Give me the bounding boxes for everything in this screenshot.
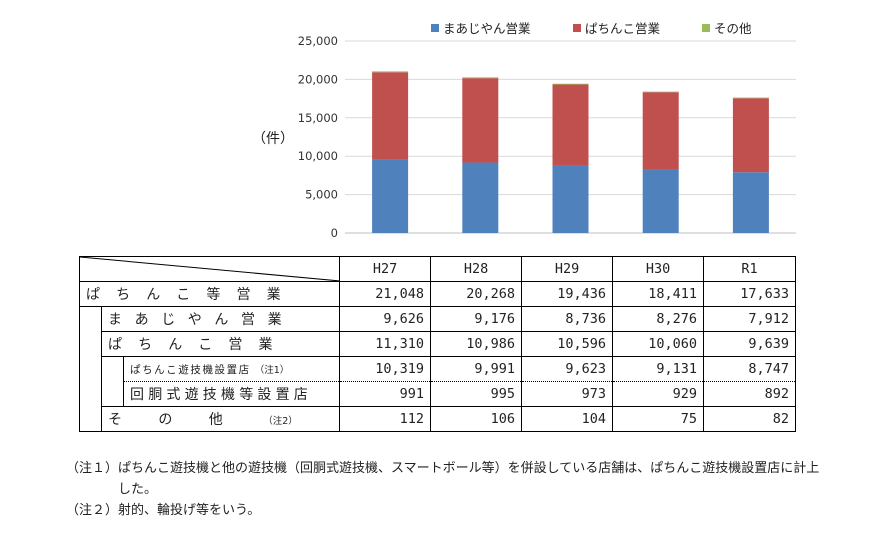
y-axis-label: （件） bbox=[252, 131, 294, 147]
table-cell: 9,639 bbox=[703, 331, 797, 357]
diagonal-header-cell bbox=[78, 256, 341, 282]
row-label-total: ぱちんこ等営業 bbox=[78, 281, 341, 307]
bars bbox=[372, 71, 769, 233]
footnote-1: （注１） ぱちんこ遊技機と他の遊技機（回胴式遊技機、スマートボール等）を併設して… bbox=[66, 458, 826, 500]
table-cell: 21,048 bbox=[339, 281, 432, 307]
bar-segment bbox=[372, 159, 409, 233]
table-row-mahjong: まあじやん営業 9,626 9,176 8,736 8,276 7,912 bbox=[79, 306, 797, 432]
table-cell: 8,276 bbox=[612, 306, 705, 332]
table-cell: 18,411 bbox=[612, 281, 705, 307]
bar-segment bbox=[552, 165, 589, 233]
y-axis-ticks: 0 5,000 10,000 15,000 20,000 25,000 bbox=[298, 34, 338, 240]
bar-segment bbox=[552, 84, 589, 166]
table-cell: 11,310 bbox=[339, 331, 432, 357]
table-cell: 892 bbox=[703, 381, 797, 407]
stacked-bar-chart: 0 5,000 10,000 15,000 20,000 25,000 まあじやん営業 ぱち… bbox=[252, 21, 796, 240]
table-cell: 10,319 bbox=[339, 356, 432, 382]
indent-cell bbox=[79, 306, 102, 432]
legend-label: その他 bbox=[714, 21, 752, 36]
bar-segment bbox=[462, 162, 499, 233]
table-cell: 9,623 bbox=[521, 356, 614, 382]
y-tick-label: 25,000 bbox=[298, 34, 338, 48]
legend-swatch bbox=[702, 24, 710, 32]
table-cell: 8,736 bbox=[521, 306, 614, 332]
table-cell: 9,131 bbox=[612, 356, 705, 382]
footnote-label: （注１） bbox=[66, 461, 119, 476]
legend-label: まあじやん営業 bbox=[443, 21, 531, 36]
table-cell: 17,633 bbox=[703, 281, 797, 307]
bar-segment bbox=[642, 91, 679, 93]
bar-segment bbox=[372, 72, 409, 160]
year-header: H27 bbox=[339, 256, 432, 282]
bar-segment bbox=[462, 78, 499, 163]
footnote-2: （注２） 射的、輪投げ等をいう。 bbox=[66, 500, 826, 521]
legend-swatch bbox=[573, 24, 581, 32]
table-cell: 10,596 bbox=[521, 331, 614, 357]
y-tick-label: 0 bbox=[331, 226, 338, 240]
indent-cell bbox=[101, 356, 124, 407]
table-cell: 973 bbox=[521, 381, 614, 407]
bar-segment bbox=[732, 98, 769, 173]
row-label-mahjong: まあじやん営業 bbox=[100, 306, 341, 332]
year-header: H30 bbox=[612, 256, 705, 282]
table-cell: 112 bbox=[339, 406, 432, 432]
legend-swatch bbox=[431, 24, 439, 32]
y-tick-label: 5,000 bbox=[305, 188, 338, 202]
statistics-table: H27 H28 H29 H30 R1 ぱちんこ等営業 21,048 20,268… bbox=[78, 256, 797, 432]
table-cell: 9,626 bbox=[339, 306, 432, 332]
table-cell: 10,060 bbox=[612, 331, 705, 357]
table-cell: 7,912 bbox=[703, 306, 797, 332]
bar-segment bbox=[732, 172, 769, 233]
year-header: H29 bbox=[521, 256, 614, 282]
table-row-total: ぱちんこ等営業 21,048 20,268 19,436 18,411 17,6… bbox=[78, 281, 797, 307]
bar-segment bbox=[642, 169, 679, 233]
footnote-label: （注２） bbox=[66, 503, 119, 518]
y-tick-label: 15,000 bbox=[298, 111, 338, 125]
y-tick-label: 20,000 bbox=[298, 72, 338, 86]
bar-segment bbox=[462, 77, 499, 79]
table-row-rotary: 回胴式遊技機等設置店 991 995 973 929 892 bbox=[80, 381, 797, 407]
row-label-other: その他 （注2） bbox=[100, 406, 341, 432]
table-cell: 9,991 bbox=[430, 356, 523, 382]
table-row-pachinko-hall: ぱちんこ遊技機設置店 （注1） 10,319 9,991 9,623 9,131 … bbox=[80, 356, 797, 407]
footnotes: （注１） ぱちんこ遊技機と他の遊技機（回胴式遊技機、スマートボール等）を併設して… bbox=[66, 458, 826, 521]
table-cell: 106 bbox=[430, 406, 523, 432]
footnote-text: ぱちんこ遊技機と他の遊技機（回胴式遊技機、スマートボール等）を併設している店舗は… bbox=[118, 461, 820, 497]
legend-label: ぱちんこ営業 bbox=[585, 21, 661, 36]
table-cell: 104 bbox=[521, 406, 614, 432]
table-row-pachinko: ぱちんこ営業 11,310 10,986 10,596 10,060 9,639 bbox=[80, 331, 797, 357]
bar-segment bbox=[552, 83, 589, 85]
table-cell: 82 bbox=[703, 406, 797, 432]
table-cell: 20,268 bbox=[430, 281, 523, 307]
bar-segment bbox=[732, 97, 769, 99]
table-cell: 8,747 bbox=[703, 356, 797, 382]
table-cell: 991 bbox=[339, 381, 432, 407]
table-cell: 10,986 bbox=[430, 331, 523, 357]
header-row: H27 H28 H29 H30 R1 bbox=[78, 256, 797, 282]
row-label-pachinko: ぱちんこ営業 bbox=[100, 331, 341, 357]
table-cell: 75 bbox=[612, 406, 705, 432]
y-tick-label: 10,000 bbox=[298, 149, 338, 163]
row-label-rotary: 回胴式遊技機等設置店 bbox=[122, 381, 341, 407]
bar-segment bbox=[372, 71, 409, 73]
bar-segment bbox=[642, 92, 679, 170]
table-cell: 995 bbox=[430, 381, 523, 407]
footnote-text: 射的、輪投げ等をいう。 bbox=[118, 503, 261, 518]
table-cell: 9,176 bbox=[430, 306, 523, 332]
table-cell: 19,436 bbox=[521, 281, 614, 307]
year-header: R1 bbox=[703, 256, 797, 282]
table-cell: 929 bbox=[612, 381, 705, 407]
row-label-pachinko-hall: ぱちんこ遊技機設置店 （注1） bbox=[122, 356, 341, 382]
legend: まあじやん営業 ぱちんこ営業 その他 bbox=[431, 21, 752, 36]
year-header: H28 bbox=[430, 256, 523, 282]
table-row-other: その他 （注2） 112 106 104 75 82 bbox=[80, 406, 797, 432]
